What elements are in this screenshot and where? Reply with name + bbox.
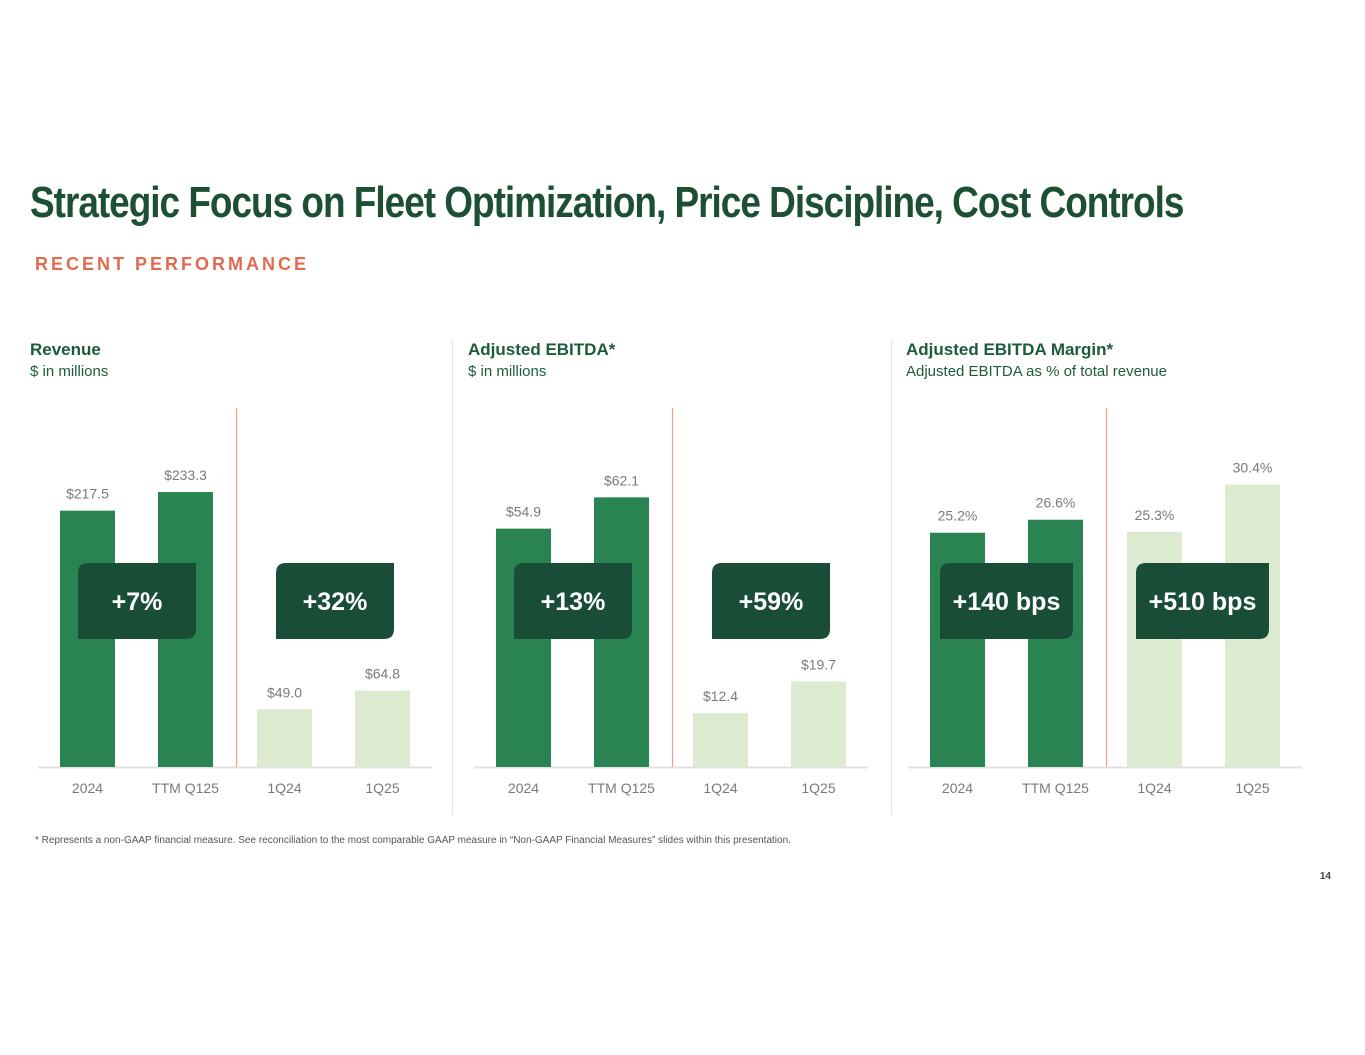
badge-label: +510 bps bbox=[1149, 588, 1257, 616]
data-label: 30.4% bbox=[1233, 459, 1273, 475]
ebitda-chart-header: Adjusted EBITDA* $ in millions bbox=[468, 340, 888, 380]
badge-label: +13% bbox=[541, 588, 606, 616]
panel-divider bbox=[891, 340, 892, 815]
bar-ttm-q125 bbox=[1028, 519, 1083, 767]
chart-title: Adjusted EBITDA Margin* bbox=[906, 340, 1114, 359]
bar-1q25 bbox=[355, 690, 410, 767]
footnote: * Represents a non-GAAP financial measur… bbox=[35, 835, 791, 846]
badge-background bbox=[940, 563, 1073, 639]
x-tick-label: TTM Q125 bbox=[1022, 780, 1089, 796]
data-label: $62.1 bbox=[604, 472, 639, 488]
badge-label: +59% bbox=[739, 588, 804, 616]
chart-title: Revenue bbox=[30, 340, 101, 359]
x-tick-label: TTM Q125 bbox=[152, 780, 219, 796]
margin-chart-header: Adjusted EBITDA Margin* Adjusted EBITDA … bbox=[906, 340, 1326, 380]
ebitda-chart: $54.9 2024 $62.1 TTM Q125 $12.4 1Q24 $19.7 1Q25… bbox=[474, 408, 868, 796]
x-tick-label: 2024 bbox=[508, 780, 539, 796]
growth-badge: +140 bps bbox=[940, 563, 1073, 639]
section-subtitle: RECENT PERFORMANCE bbox=[35, 254, 310, 274]
chart-title: Adjusted EBITDA* bbox=[468, 340, 616, 359]
revenue-chart: $217.5 2024 $233.3 TTM Q125 $49.0 1Q24 $64.8 1Q… bbox=[38, 408, 432, 796]
badge-background bbox=[712, 563, 830, 639]
x-tick-label: 1Q25 bbox=[365, 780, 399, 796]
margin-chart: 25.2% 2024 26.6% TTM Q125 25.3% 1Q24 30.4% 1Q25… bbox=[908, 408, 1302, 796]
x-tick-label: 2024 bbox=[942, 780, 973, 796]
data-label: 25.3% bbox=[1135, 507, 1175, 523]
x-tick-label: 1Q25 bbox=[801, 780, 835, 796]
growth-badge: +59% bbox=[712, 563, 830, 639]
data-label: $49.0 bbox=[267, 684, 302, 700]
data-label: 26.6% bbox=[1036, 495, 1076, 511]
bar-1q25 bbox=[791, 681, 846, 767]
x-tick-label: 1Q24 bbox=[703, 780, 737, 796]
bar-1q24 bbox=[257, 709, 312, 767]
badge-label: +32% bbox=[303, 588, 368, 616]
data-label: $54.9 bbox=[506, 504, 541, 520]
x-tick-label: 1Q25 bbox=[1235, 780, 1269, 796]
badge-background bbox=[514, 563, 632, 639]
page-number: 14 bbox=[1319, 871, 1331, 882]
x-tick-label: 2024 bbox=[72, 780, 103, 796]
data-label: $12.4 bbox=[703, 688, 738, 704]
badge-background bbox=[1136, 563, 1269, 639]
growth-badge: +32% bbox=[276, 563, 394, 639]
growth-badge: +510 bps bbox=[1136, 563, 1269, 639]
data-label: $217.5 bbox=[66, 486, 109, 502]
revenue-chart-header: Revenue $ in millions bbox=[30, 340, 450, 380]
chart-subtitle: $ in millions bbox=[468, 363, 547, 380]
data-label: 25.2% bbox=[938, 508, 978, 524]
x-tick-label: TTM Q125 bbox=[588, 780, 655, 796]
page-title: Strategic Focus on Fleet Optimization, P… bbox=[30, 178, 1184, 227]
x-tick-label: 1Q24 bbox=[1137, 780, 1171, 796]
data-label: $19.7 bbox=[801, 656, 836, 672]
panel-divider bbox=[452, 340, 453, 815]
badge-label: +7% bbox=[112, 588, 163, 616]
badge-background bbox=[78, 563, 196, 639]
bar-1q24 bbox=[693, 713, 748, 767]
data-label: $233.3 bbox=[164, 467, 207, 483]
growth-badge: +13% bbox=[514, 563, 632, 639]
chart-subtitle: Adjusted EBITDA as % of total revenue bbox=[906, 363, 1167, 380]
growth-badge: +7% bbox=[78, 563, 196, 639]
badge-background bbox=[276, 563, 394, 639]
badge-label: +140 bps bbox=[953, 588, 1061, 616]
data-label: $64.8 bbox=[365, 666, 400, 682]
x-tick-label: 1Q24 bbox=[267, 780, 301, 796]
chart-subtitle: $ in millions bbox=[30, 363, 109, 380]
